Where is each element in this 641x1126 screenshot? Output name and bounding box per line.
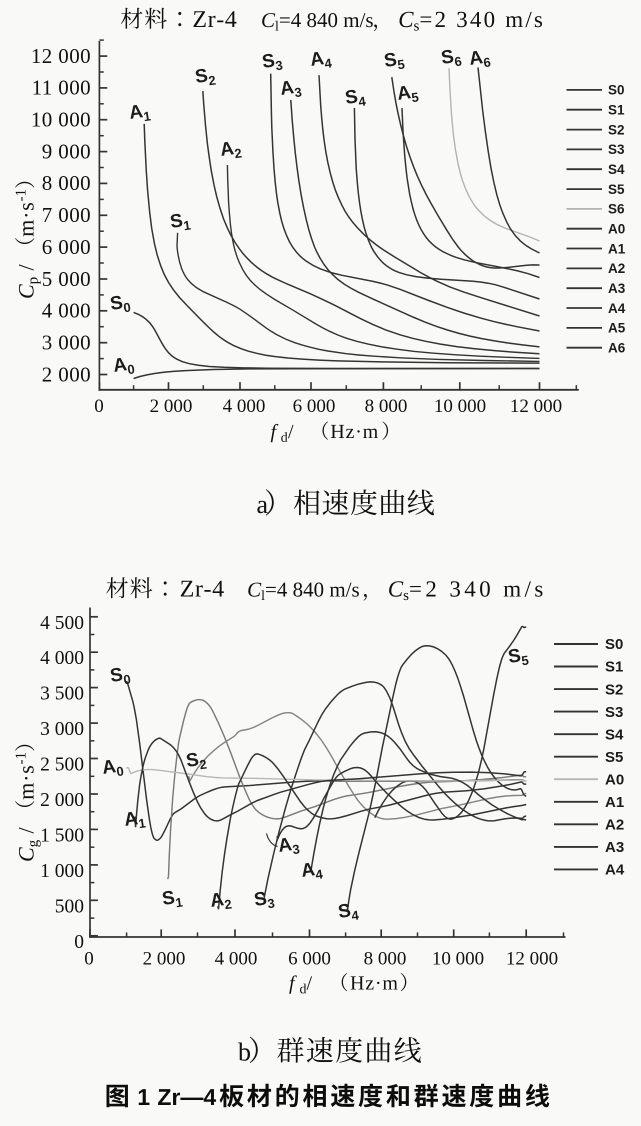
svg-text:6 000: 6 000	[288, 949, 331, 970]
svg-text:A4: A4	[608, 301, 626, 316]
svg-text:S5: S5	[605, 749, 623, 766]
svg-text:11 000: 11 000	[32, 76, 91, 100]
svg-text:A1: A1	[608, 241, 626, 256]
svg-text:A4: A4	[605, 862, 625, 879]
svg-text:S0: S0	[109, 291, 132, 317]
svg-text:2 000: 2 000	[150, 396, 193, 417]
svg-text:10 000: 10 000	[434, 396, 486, 417]
svg-text:S5: S5	[507, 644, 530, 670]
svg-text:A5: A5	[608, 321, 626, 336]
svg-text:S3: S3	[608, 142, 625, 157]
svg-text:A6: A6	[608, 341, 626, 356]
svg-text:S4: S4	[608, 162, 625, 177]
svg-text:S3: S3	[605, 704, 623, 721]
svg-text:S3: S3	[261, 49, 284, 75]
svg-text:S5: S5	[383, 48, 406, 74]
svg-text:4 000: 4 000	[40, 648, 84, 669]
svg-text:10 000: 10 000	[31, 108, 91, 132]
svg-text:8 000: 8 000	[42, 171, 91, 195]
svg-text:A3: A3	[277, 833, 301, 859]
svg-text:500: 500	[55, 896, 84, 917]
svg-text:4 000: 4 000	[223, 396, 266, 417]
svg-text:2 000: 2 000	[143, 949, 186, 970]
svg-text:6 000: 6 000	[293, 396, 336, 417]
svg-text:12 000: 12 000	[506, 949, 558, 970]
svg-text:12 000: 12 000	[31, 44, 91, 68]
svg-text:A3: A3	[608, 281, 626, 296]
svg-text:2 500: 2 500	[40, 755, 84, 776]
svg-text:A6: A6	[468, 46, 492, 72]
svg-text:S1: S1	[605, 659, 623, 676]
svg-text:S2: S2	[608, 122, 625, 137]
svg-text:S1: S1	[161, 886, 184, 912]
svg-text:A0: A0	[605, 771, 624, 788]
svg-text:S5: S5	[608, 182, 625, 197]
svg-text:A2: A2	[605, 817, 624, 834]
svg-text:8 000: 8 000	[364, 949, 407, 970]
svg-text:4 000: 4 000	[215, 949, 258, 970]
svg-text:S2: S2	[605, 681, 623, 698]
svg-text:A1: A1	[128, 100, 152, 126]
svg-text:0: 0	[74, 932, 84, 953]
svg-text:A2: A2	[209, 888, 233, 914]
svg-text:5 000: 5 000	[42, 267, 91, 291]
svg-text:S6: S6	[440, 45, 463, 71]
svg-text:S0: S0	[109, 663, 132, 689]
svg-text:S4: S4	[605, 726, 624, 743]
svg-text:6 000: 6 000	[42, 235, 91, 259]
svg-text:3 000: 3 000	[40, 719, 84, 740]
svg-text:2 000: 2 000	[40, 790, 84, 811]
svg-text:8 000: 8 000	[365, 396, 408, 417]
svg-text:S4: S4	[337, 899, 361, 925]
svg-text:A1: A1	[123, 807, 147, 833]
svg-text:0: 0	[84, 949, 94, 970]
svg-text:A3: A3	[279, 76, 303, 102]
svg-text:0: 0	[94, 396, 104, 417]
svg-text:S6: S6	[608, 202, 625, 217]
svg-text:A3: A3	[605, 839, 624, 856]
svg-text:A4: A4	[300, 858, 325, 884]
svg-text:12 000: 12 000	[510, 396, 562, 417]
svg-text:S1: S1	[169, 209, 192, 235]
svg-text:7 000: 7 000	[42, 203, 91, 227]
svg-text:S3: S3	[253, 887, 276, 913]
svg-text:S0: S0	[605, 636, 623, 653]
svg-text:A4: A4	[309, 47, 334, 73]
svg-text:1 000: 1 000	[40, 861, 84, 882]
svg-text:A0: A0	[101, 755, 125, 781]
svg-text:S1: S1	[608, 103, 625, 118]
svg-text:A1: A1	[605, 794, 624, 811]
svg-text:S2: S2	[194, 64, 217, 90]
svg-text:S4: S4	[344, 85, 368, 111]
svg-text:4 500: 4 500	[40, 613, 84, 634]
svg-text:A2: A2	[219, 137, 243, 163]
svg-text:A0: A0	[112, 353, 136, 379]
svg-text:A0: A0	[608, 222, 625, 237]
svg-text:9 000: 9 000	[42, 139, 91, 163]
svg-text:S0: S0	[608, 83, 625, 98]
svg-text:4 000: 4 000	[42, 299, 91, 323]
svg-text:2 000: 2 000	[42, 362, 91, 386]
svg-text:A5: A5	[396, 81, 420, 107]
svg-text:1 500: 1 500	[40, 825, 84, 846]
svg-text:10 000: 10 000	[432, 949, 484, 970]
svg-text:A2: A2	[608, 261, 625, 276]
svg-text:3 500: 3 500	[40, 684, 84, 705]
svg-text:3 000: 3 000	[42, 331, 91, 355]
svg-text:S2: S2	[185, 748, 208, 774]
